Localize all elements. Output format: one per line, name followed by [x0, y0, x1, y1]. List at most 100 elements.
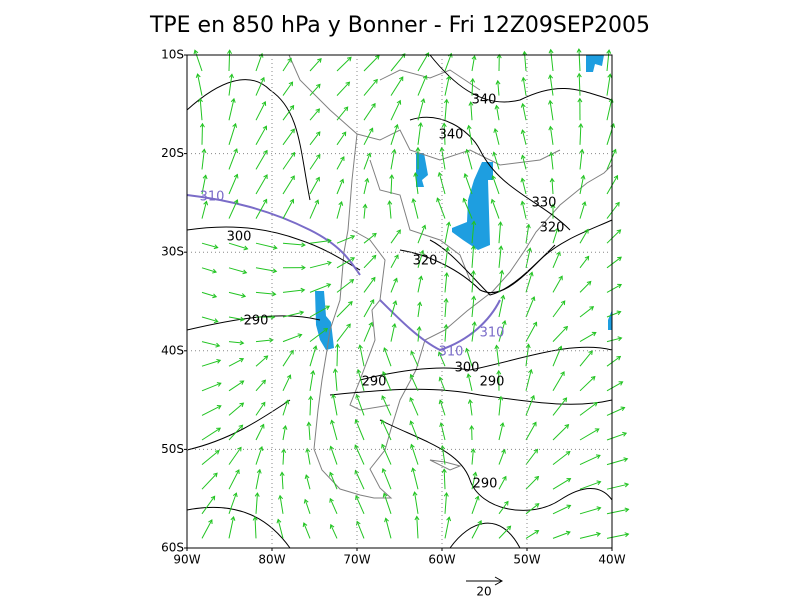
wind-arrow — [410, 444, 419, 465]
wind-arrowhead — [412, 491, 418, 496]
wind-arrow — [498, 422, 504, 441]
wind-arrow — [579, 533, 601, 539]
wind-arrow — [309, 199, 319, 219]
wind-arrowhead — [272, 268, 278, 274]
wind-arrowhead — [444, 246, 450, 252]
wind-arrowhead — [354, 444, 359, 450]
wind-arrow — [498, 525, 511, 539]
wind-arrowhead — [534, 503, 540, 508]
wind-arrowhead — [532, 421, 537, 427]
wind-arrowhead — [554, 227, 560, 233]
wind-arrow — [467, 374, 473, 391]
wind-arrowhead — [369, 299, 375, 304]
wind-arrow — [255, 77, 265, 96]
wind-arrow — [414, 172, 419, 195]
wind-arrow — [201, 359, 221, 367]
wind-arrowhead — [256, 468, 262, 474]
contour-label: 300 — [227, 230, 252, 245]
wind-arrow — [552, 371, 565, 392]
wind-arrowhead — [276, 518, 282, 524]
wind-arrowhead — [576, 72, 582, 78]
wind-arrow — [444, 76, 450, 96]
wind-arrowhead — [520, 102, 526, 108]
wind-arrow — [491, 199, 500, 219]
wind-arrow — [549, 75, 554, 96]
wind-arrowhead — [346, 323, 351, 329]
wind-arrow — [383, 493, 392, 514]
wind-arrow — [228, 341, 244, 344]
wind-arrowhead — [368, 127, 374, 133]
wind-arrow — [552, 505, 571, 515]
wind-arrowhead — [262, 198, 268, 204]
wind-arrowhead — [282, 425, 288, 430]
wind-arrowhead — [502, 475, 507, 481]
wind-arrowhead — [617, 256, 622, 262]
wind-arrowhead — [490, 198, 496, 204]
wind-arrow — [579, 428, 600, 441]
wind-arrow — [471, 496, 479, 514]
wind-arrow — [390, 76, 404, 96]
wind-arrow — [282, 334, 302, 343]
wind-arrowhead — [550, 203, 556, 209]
wind-arrow — [282, 175, 295, 195]
wind-arrow — [579, 201, 586, 219]
wind-arrow — [255, 446, 263, 465]
wind-arrow — [444, 247, 449, 268]
wind-arrow — [356, 521, 365, 539]
wind-arrow — [309, 328, 328, 342]
wind-arrowhead — [375, 54, 380, 60]
wind-arrow — [468, 125, 473, 145]
wind-arrowhead — [233, 199, 239, 205]
wind-arrowhead — [284, 399, 290, 405]
wind-arrowhead — [618, 381, 624, 386]
wind-arrowhead — [565, 451, 571, 456]
wind-arrowhead — [566, 478, 572, 483]
wind-arrow — [606, 229, 621, 244]
wind-arrowhead — [530, 394, 535, 400]
wind-arrow — [255, 53, 263, 72]
contour-label: 330 — [532, 196, 557, 211]
wind-arrowhead — [392, 300, 398, 306]
wind-arrowhead — [530, 296, 536, 302]
wind-arrowhead — [590, 375, 596, 381]
wind-arrowhead — [596, 506, 602, 512]
wind-arrowhead — [232, 492, 238, 498]
wind-arrow — [525, 248, 531, 268]
wind-arrow — [498, 501, 509, 515]
wind-arrowhead — [326, 283, 332, 288]
wind-arrow — [525, 296, 535, 318]
wind-arrow — [309, 108, 320, 121]
wind-arrowhead — [238, 424, 244, 430]
wind-arrow — [228, 380, 244, 392]
wind-arrow — [255, 242, 277, 249]
wind-arrowhead — [624, 532, 630, 538]
wind-arrowhead — [326, 260, 332, 266]
wind-arrowhead — [409, 420, 415, 426]
wind-arrowhead — [411, 467, 416, 473]
wind-arrowhead — [438, 399, 444, 405]
wind-arrowhead — [586, 280, 592, 286]
wind-arrow — [381, 419, 392, 441]
wind-arrow — [390, 323, 396, 342]
wind-arrow — [309, 283, 331, 293]
wind-arrow — [390, 124, 398, 145]
wind-arrow — [390, 175, 393, 195]
wind-arrowhead — [262, 125, 268, 131]
wind-arrow — [255, 424, 265, 441]
wind-arrow — [357, 369, 365, 391]
wind-arrowhead — [310, 369, 316, 375]
wind-arrow — [552, 326, 568, 342]
wind-arrowhead — [299, 310, 305, 316]
wind-arrowhead — [279, 471, 285, 477]
wind-arrow — [606, 407, 625, 416]
wind-arrow — [444, 272, 448, 293]
wind-arrow — [390, 300, 397, 318]
wind-arrowhead — [263, 355, 269, 360]
wind-arrow — [303, 522, 311, 539]
wind-arrowhead — [410, 350, 415, 356]
wind-arrowhead — [355, 393, 360, 399]
wind-arrowhead — [418, 275, 424, 281]
wind-arrowhead — [350, 257, 356, 262]
wind-arrowhead — [589, 306, 595, 311]
wind-arrow — [521, 201, 527, 219]
